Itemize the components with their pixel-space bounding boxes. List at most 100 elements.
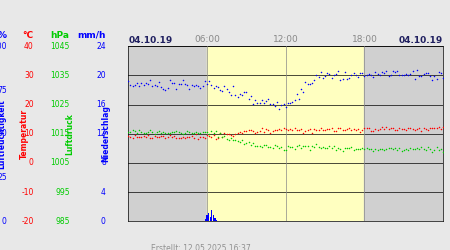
Point: [158, 85, 165, 89]
Point: [376, 127, 383, 131]
Point: [214, 135, 221, 139]
Text: 50: 50: [0, 129, 7, 138]
Point: [221, 134, 228, 138]
Point: [173, 136, 180, 140]
Point: [394, 69, 401, 73]
Point: [278, 128, 285, 132]
Point: [389, 126, 396, 130]
Point: [429, 150, 436, 154]
Point: [193, 132, 200, 136]
Point: [258, 126, 265, 130]
Point: [348, 128, 355, 132]
Point: [148, 130, 156, 134]
Point: [304, 128, 311, 132]
Text: 1045: 1045: [50, 42, 70, 51]
Point: [293, 92, 300, 96]
Point: [313, 128, 320, 132]
Point: [190, 84, 198, 88]
Text: 1025: 1025: [50, 100, 70, 109]
Point: [260, 143, 267, 147]
Point: [181, 136, 189, 140]
Point: [402, 128, 410, 132]
Point: [313, 142, 320, 146]
Point: [429, 126, 436, 130]
Point: [247, 143, 254, 147]
Point: [418, 74, 425, 78]
Text: 24: 24: [96, 42, 106, 51]
Point: [350, 148, 357, 152]
Point: [260, 100, 267, 104]
Point: [381, 148, 388, 152]
Point: [173, 129, 180, 133]
Point: [396, 72, 403, 76]
Point: [234, 96, 241, 100]
Point: [424, 128, 432, 132]
Text: Temperatur: Temperatur: [20, 109, 29, 159]
Point: [177, 131, 184, 135]
Point: [374, 72, 381, 76]
Point: [186, 86, 193, 90]
Point: [320, 76, 327, 80]
Point: [186, 135, 193, 139]
Point: [147, 128, 154, 132]
Point: [184, 83, 191, 87]
Point: [208, 129, 215, 133]
Point: [252, 98, 259, 102]
Point: [271, 104, 279, 108]
Point: [376, 72, 383, 76]
Point: [346, 146, 353, 150]
Point: [346, 76, 353, 80]
Point: [400, 127, 407, 131]
Point: [409, 69, 416, 73]
Point: [435, 148, 442, 152]
Point: [175, 136, 182, 140]
Point: [310, 78, 318, 82]
Point: [339, 77, 346, 81]
Point: [352, 74, 360, 78]
Point: [378, 70, 386, 74]
Point: [414, 146, 421, 150]
Point: [267, 144, 274, 148]
Point: [197, 131, 204, 135]
Point: [219, 135, 226, 139]
Point: [195, 84, 202, 88]
Point: [321, 146, 328, 150]
Point: [304, 144, 311, 148]
Point: [418, 145, 425, 149]
Point: [335, 126, 342, 130]
Point: [363, 146, 370, 150]
Point: [214, 136, 221, 140]
Point: [171, 130, 178, 134]
Point: [433, 77, 440, 81]
Point: [245, 128, 252, 132]
Point: [160, 87, 167, 91]
Point: [295, 143, 302, 147]
Point: [356, 71, 364, 75]
Point: [280, 126, 287, 130]
Point: [335, 146, 342, 150]
Text: Luftfeuchtigkeit: Luftfeuchtigkeit: [0, 99, 7, 169]
Point: [420, 72, 427, 76]
Point: [155, 80, 162, 84]
Point: [411, 77, 418, 81]
Point: [199, 130, 206, 134]
Point: [324, 146, 331, 150]
Point: [313, 74, 320, 78]
Point: [306, 82, 313, 86]
Point: [265, 145, 272, 149]
Point: [339, 128, 346, 132]
Point: [300, 131, 307, 135]
Point: [295, 128, 302, 132]
Point: [142, 81, 149, 85]
Point: [328, 76, 335, 80]
Point: [437, 148, 445, 152]
Point: [225, 138, 233, 142]
Point: [151, 134, 158, 138]
Point: [287, 127, 294, 131]
Point: [306, 126, 313, 130]
Text: 100: 100: [0, 42, 7, 51]
Point: [289, 145, 296, 149]
Point: [127, 135, 134, 139]
Point: [230, 84, 237, 88]
Point: [339, 148, 346, 152]
